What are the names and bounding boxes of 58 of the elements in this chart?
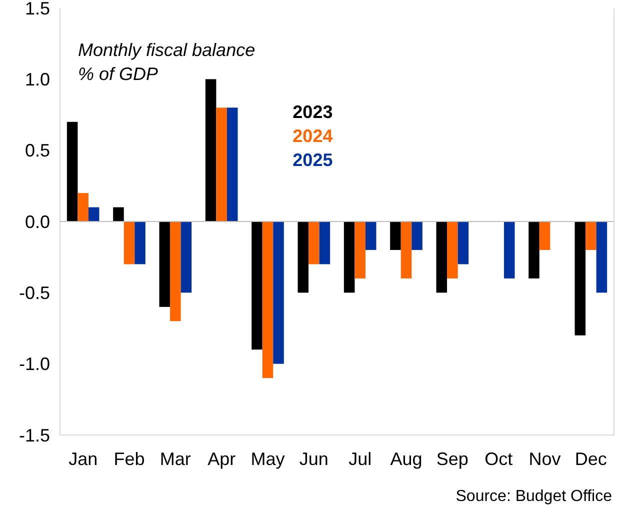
x-tick-label: Dec bbox=[574, 449, 607, 469]
x-tick-label: Jun bbox=[299, 449, 328, 469]
bar bbox=[400, 222, 412, 278]
bar bbox=[412, 222, 422, 250]
y-tick-label: 0.0 bbox=[24, 212, 50, 232]
bar bbox=[66, 122, 78, 222]
bar bbox=[365, 222, 376, 250]
bar bbox=[78, 193, 88, 222]
bar bbox=[180, 222, 192, 293]
text: Monthly fiscal balance bbox=[78, 40, 256, 60]
bar bbox=[539, 222, 550, 250]
bar bbox=[390, 222, 401, 250]
bar bbox=[170, 222, 181, 322]
bar bbox=[319, 222, 330, 264]
text: 2023 bbox=[292, 102, 333, 122]
bar bbox=[354, 222, 366, 278]
source-note: Source: Budget Office bbox=[456, 488, 612, 505]
x-tick-label: May bbox=[250, 449, 285, 469]
x-tick-label: Aug bbox=[390, 449, 422, 469]
bar bbox=[308, 222, 320, 264]
y-tick-label: 0.5 bbox=[24, 140, 50, 161]
bar bbox=[262, 222, 274, 378]
bar bbox=[124, 222, 135, 264]
bar bbox=[113, 207, 124, 222]
bar bbox=[436, 222, 448, 293]
y-tick-label: 1.0 bbox=[24, 69, 50, 90]
x-tick-label: Feb bbox=[114, 449, 145, 469]
bar bbox=[574, 222, 586, 336]
bar bbox=[298, 222, 309, 293]
y-tick-label: -1.0 bbox=[18, 354, 50, 374]
bar bbox=[205, 79, 216, 222]
bar bbox=[134, 222, 146, 264]
bar bbox=[344, 222, 355, 293]
text: 2024 bbox=[292, 126, 333, 146]
bar bbox=[586, 222, 596, 250]
x-tick-label: Apr bbox=[208, 449, 236, 469]
bar bbox=[252, 222, 262, 350]
y-tick-label: -0.5 bbox=[18, 282, 50, 303]
x-tick-label: Sep bbox=[436, 449, 468, 469]
x-tick-label: Nov bbox=[528, 449, 561, 469]
x-tick-label: Mar bbox=[160, 449, 191, 469]
bar bbox=[528, 222, 540, 278]
x-tick-label: Jan bbox=[68, 449, 98, 469]
bar bbox=[216, 108, 227, 222]
text: 2025 bbox=[292, 150, 333, 170]
y-tick-label: -1.5 bbox=[18, 425, 50, 446]
bar bbox=[159, 222, 170, 307]
bar bbox=[596, 222, 608, 293]
bar bbox=[447, 222, 458, 278]
bar bbox=[273, 222, 284, 364]
y-tick-label: 1.5 bbox=[24, 0, 50, 18]
bar bbox=[226, 108, 238, 222]
x-tick-label: Oct bbox=[484, 449, 513, 469]
x-tick-label: Jul bbox=[348, 449, 372, 469]
text: % of GDP bbox=[78, 64, 158, 84]
bar bbox=[88, 207, 100, 222]
bar bbox=[458, 222, 469, 264]
bar bbox=[504, 222, 515, 278]
